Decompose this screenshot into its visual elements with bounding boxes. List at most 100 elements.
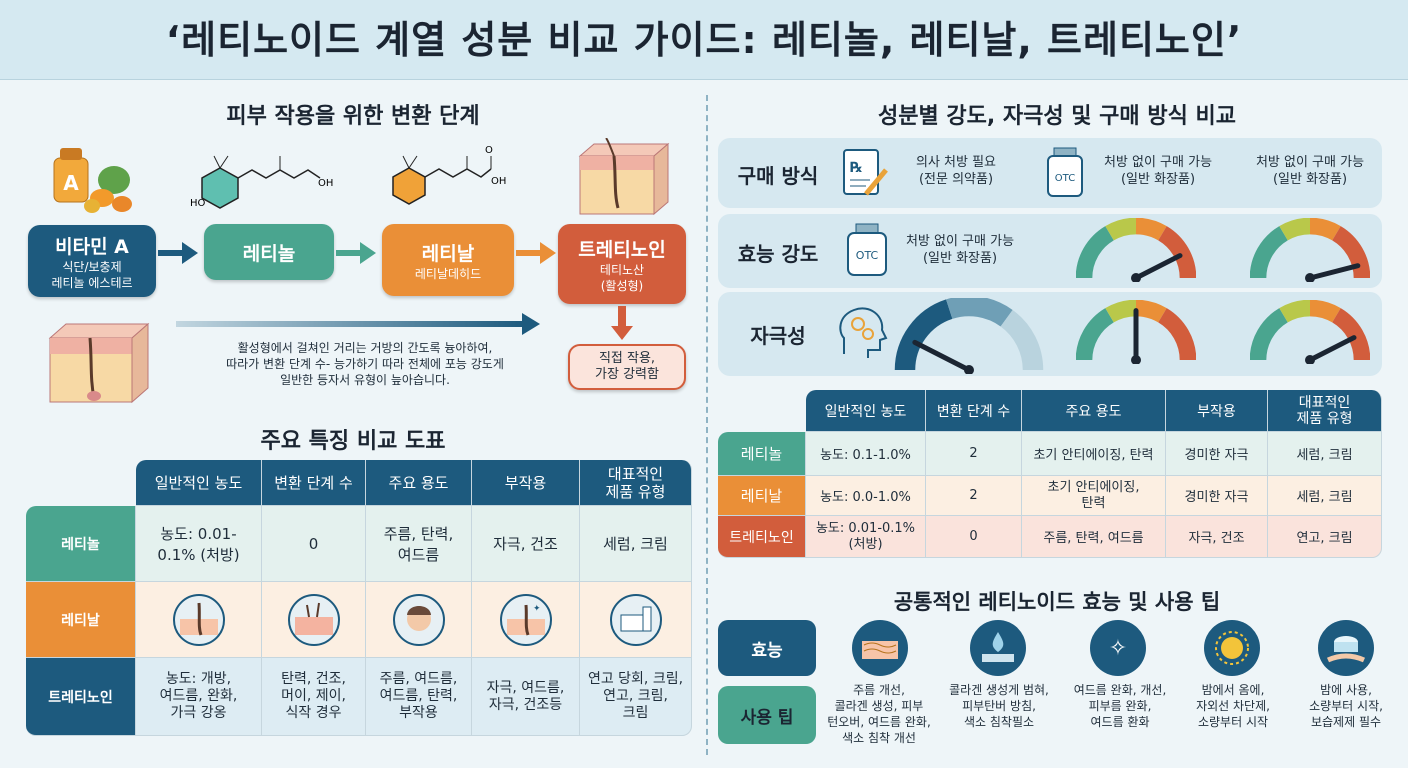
purchase-c1-l1: 의사 처방 필요: [915, 155, 997, 170]
potency-c1: 처방 없이 구매 가능 (일반 화장품): [890, 233, 1030, 267]
tretinoin-sub1: 테티노산: [599, 262, 645, 277]
vitamin-a-box: 비타민 A 식단/보충제 레티놀 에스테르: [28, 225, 156, 297]
arrow-3-head: [540, 242, 556, 264]
cell: 2: [926, 432, 1022, 476]
purchase-c3-l2: (일반 화장품): [1272, 172, 1348, 187]
gauge-arc: [1157, 226, 1196, 279]
ho-label: HO: [190, 198, 206, 209]
potency-c1-l1: 처방 없이 구매 가능: [905, 234, 1015, 249]
row-label-tretinoin: 트레티노인: [26, 658, 136, 736]
gauge-hub: [964, 365, 974, 374]
gauge-arc: [894, 299, 953, 371]
tretinoin-title: 트레티노인: [578, 238, 666, 261]
left-header-row: 일반적인 농도 변환 단계 수 주요 용도 부작용 대표적인 제품 유형: [26, 460, 692, 506]
cell: 세럼, 크림: [1268, 476, 1382, 516]
gauge-needle: [1133, 253, 1183, 281]
potency-c1-l2: (일반 화장품): [922, 251, 998, 266]
sun-icon: [1204, 620, 1260, 676]
header-side-effects: 부작용: [472, 460, 580, 506]
vitamin-a-sub1: 식단/보충제: [62, 259, 122, 274]
purchase-c3: 처방 없이 구매 가능 (일반 화장품): [1240, 154, 1380, 188]
irritation-gauge-retinal: [1076, 300, 1196, 364]
header-product-types: 대표적인 제품 유형: [1268, 390, 1382, 432]
page-title: ‘레티노이드 계열 성분 비교 가이드: 레티놀, 레티날, 트레티노인’: [165, 18, 1243, 62]
cell: 경미한 자극: [1166, 476, 1268, 516]
gauge-arc: [1076, 226, 1115, 279]
tips-title: 공통적인 레티노이드 효능 및 사용 팁: [893, 590, 1221, 614]
gauge-arc: [1105, 300, 1137, 323]
potency-label: 효능 강도: [737, 242, 819, 266]
gauge-arc: [1157, 308, 1196, 361]
otc-text: OTC: [856, 249, 879, 262]
gauge-arc: [1250, 226, 1289, 279]
header-steps: 변환 단계 수: [926, 390, 1022, 432]
cell: 0: [926, 516, 1022, 558]
cell: 세럼, 크림: [580, 506, 692, 582]
arrow-2: [336, 250, 362, 256]
header-side-effects: 부작용: [1166, 390, 1268, 432]
header-concentration: 일반적인 농도: [806, 390, 926, 432]
cell: 농도: 0.01-0.1% (처방): [806, 516, 926, 558]
gauge-arc: [1076, 308, 1115, 361]
irritation-gauge-tretinoin: [1250, 300, 1370, 364]
sparkle-icon: ✧: [1090, 620, 1146, 676]
gauge-hub: [1305, 273, 1315, 282]
gauge-arc: [1135, 300, 1167, 323]
column-divider: [706, 95, 708, 755]
header-blank: [718, 390, 806, 432]
cream-hand-icon: [1318, 620, 1374, 676]
retinal-title: 레티날: [421, 242, 475, 265]
face-icon: [392, 593, 445, 646]
cell: 경미한 자극: [1166, 432, 1268, 476]
cell: 초기 안티에이징, 탄력: [1022, 432, 1166, 476]
left-comparison-table: 일반적인 농도 변환 단계 수 주요 용도 부작용 대표적인 제품 유형 레티놀…: [26, 460, 692, 736]
skin-layer-icon: [578, 138, 670, 216]
gauge-arc: [1105, 218, 1137, 241]
purchase-label: 구매 방식: [737, 164, 819, 188]
table-row: 레티날 농도: 0.0-1.0% 2 초기 안티에이징, 탄력 경미한 자극 세…: [718, 476, 1382, 516]
gauge-hub: [1131, 273, 1141, 282]
gauge-needle: [1307, 263, 1361, 281]
table-title: 주요 특징 비교 도표: [260, 429, 446, 454]
table-row: 레티놀 농도: 0.1-1.0% 2 초기 안티에이징, 탄력 경미한 자극 세…: [718, 432, 1382, 476]
effect-label: 효능: [718, 620, 816, 676]
svg-text:℞: ℞: [850, 160, 863, 176]
purchase-c1-l2: (전문 의약품): [918, 172, 994, 187]
cell: 농도: 0.1-1.0%: [806, 432, 926, 476]
tip-col-3: 여드름 완화, 개선, 피부름 완화, 여드름 환화: [1073, 683, 1167, 729]
gauge-needle: [1307, 335, 1357, 363]
potency-gauge-retinal: [1076, 218, 1196, 282]
result-line2: 가장 강력함: [595, 367, 659, 382]
distance-arrow-head: [522, 313, 540, 335]
collagen-drop-icon: [970, 620, 1026, 676]
retinol-box: 레티놀: [204, 224, 334, 280]
arrow-3: [516, 250, 542, 256]
retinal-molecule-icon: O OH: [392, 145, 506, 205]
arrow-2-head: [360, 242, 376, 264]
tip-col-1: 주름 개선, 콜라겐 생성, 피부 턴오버, 여드름 완화, 색소 침착 개선: [827, 683, 931, 745]
row-label-tretinoin: 트레티노인: [718, 516, 806, 558]
cell: 농도: 개방, 여드름, 완화, 가극 강옹: [136, 658, 262, 736]
row-label-retinal: 레티날: [26, 582, 136, 658]
purchase-c3-l1: 처방 없이 구매 가능: [1255, 155, 1365, 170]
arrow-1: [158, 250, 184, 256]
oh-label: OH: [318, 178, 333, 189]
gauge-arc: [1000, 309, 1044, 371]
gauge-hub: [1131, 355, 1141, 364]
conversion-note: 활성형에서 걸쳐인 거리는 거방의 간도록 늉아하여, 따라가 변환 단계 수-…: [180, 340, 550, 388]
table-row: 레티날 ✦: [26, 582, 692, 658]
otc-bottle-icon: OTC: [847, 223, 887, 276]
cell-with-icon: [580, 582, 692, 658]
gauge-arc: [946, 298, 1013, 327]
header-steps: 변환 단계 수: [262, 460, 366, 506]
purchase-c1: 의사 처방 필요 (전문 의약품): [892, 154, 1020, 188]
gauge-arc: [1331, 226, 1370, 279]
retinal-box: 레티날 레티날데히드: [382, 224, 514, 296]
distance-arrow: [176, 321, 524, 327]
gauge-arc: [1309, 300, 1341, 323]
row-label-retinol: 레티놀: [26, 506, 136, 582]
table-row: 트레티노인 농도: 개방, 여드름, 완화, 가극 강옹 탄력, 건조, 머이,…: [26, 658, 692, 736]
header-blank: [26, 460, 136, 506]
wrinkle-icon: [852, 620, 908, 676]
irritation-gauge-retinol: [894, 298, 1044, 374]
